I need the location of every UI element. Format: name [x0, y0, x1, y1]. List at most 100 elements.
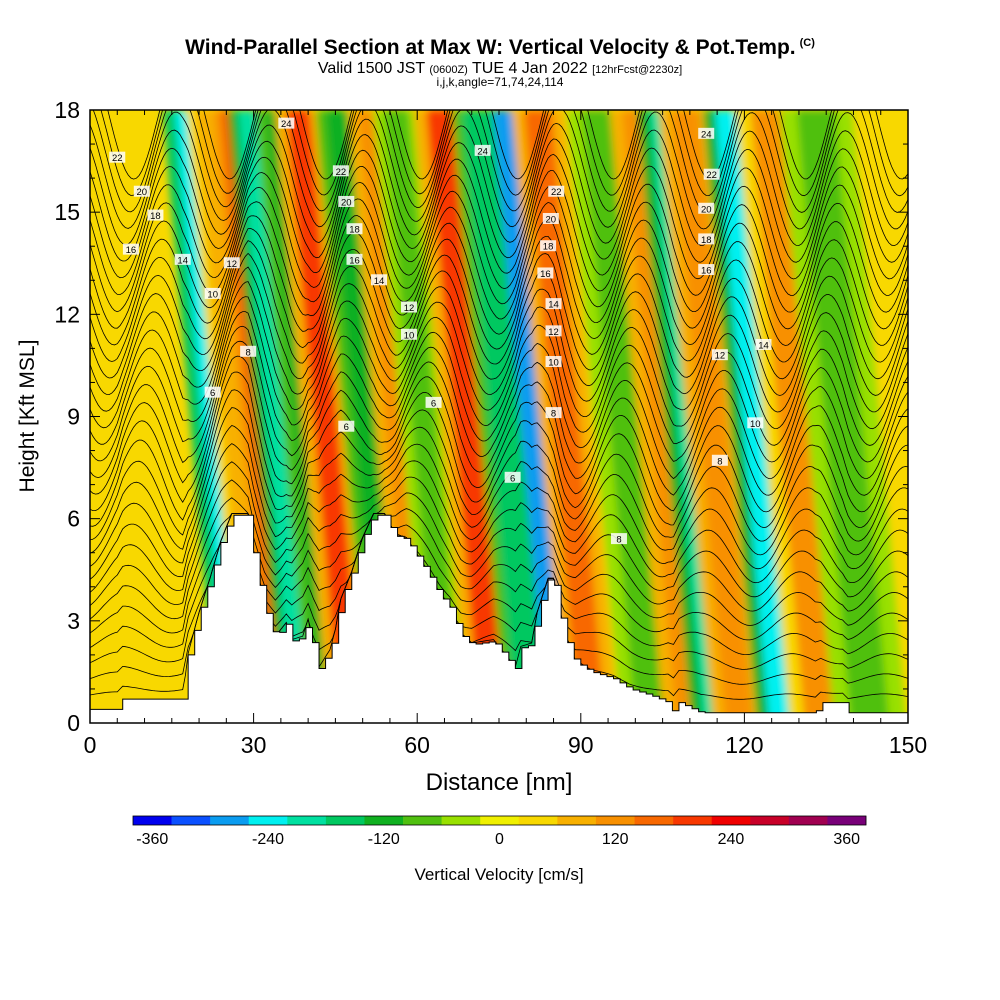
svg-text:16: 16: [126, 245, 137, 256]
valid-time-line: Valid 1500 JST (0600Z) TUE 4 Jan 2022 [1…: [0, 60, 1000, 78]
isentrope-line: [90, 266, 908, 413]
isentrope-line: [90, 252, 908, 396]
isentrope-label: 14: [174, 253, 191, 266]
svg-text:6: 6: [431, 398, 436, 409]
isentrope-label: 16: [346, 253, 363, 266]
velocity-band-core: [796, 110, 889, 723]
svg-text:22: 22: [551, 187, 562, 198]
x-tick-label: 30: [241, 732, 267, 758]
isentrope-line: [90, 443, 908, 584]
svg-text:18: 18: [543, 242, 554, 253]
svg-text:6: 6: [210, 388, 215, 399]
isentrope-label: 20: [133, 185, 150, 198]
vertical-velocity-bands: [162, 110, 907, 723]
colorbar-swatch: [171, 816, 211, 825]
valid-utc: (0600Z): [429, 64, 468, 76]
isentrope-label: 10: [204, 287, 221, 300]
colorbar-swatch: [673, 816, 712, 825]
velocity-band-core: [671, 110, 753, 723]
isentrope-label: 10: [747, 417, 764, 430]
y-tick-label: 18: [54, 97, 80, 123]
isentrope-label: 6: [504, 471, 521, 484]
svg-text:20: 20: [546, 214, 557, 225]
colorbar-swatch: [788, 816, 828, 825]
isentrope-label: 14: [371, 274, 388, 287]
svg-text:14: 14: [374, 276, 385, 287]
y-tick-label: 0: [67, 710, 80, 736]
isentrope-line: [90, 296, 908, 446]
isentrope-line: [92, 110, 908, 213]
colorbar-swatch: [827, 816, 867, 825]
isentrope-line: [90, 340, 908, 496]
colorbar-swatch: [210, 816, 250, 825]
isentrope-line: [90, 497, 908, 626]
colorbar-swatch: [287, 816, 327, 825]
y-tick-label: 15: [54, 199, 80, 225]
x-tick-label: 0: [84, 732, 97, 758]
isentrope-line: [90, 149, 908, 280]
isentrope-line: [90, 134, 908, 263]
colorbar-swatch: [248, 816, 288, 825]
isentrope-label: 8: [711, 454, 728, 467]
isentrope-label: 18: [540, 240, 557, 253]
y-tick-label: 3: [67, 608, 80, 634]
svg-text:8: 8: [717, 456, 722, 467]
x-axis-label: Distance [nm]: [426, 769, 573, 796]
colorbar-tick-label: 240: [718, 831, 745, 848]
isentrope-label: 6: [425, 396, 442, 409]
isentrope-label: 8: [240, 345, 257, 358]
isentrope-label: 12: [711, 349, 728, 362]
chart-title: Wind-Parallel Section at Max W: Vertical…: [0, 36, 1000, 60]
isentrope-line: [90, 325, 908, 480]
svg-text:22: 22: [336, 167, 347, 178]
isentrope-label: 6: [338, 420, 355, 433]
isentrope-label: 22: [109, 151, 126, 164]
colorbar-tick-label: 120: [602, 831, 629, 848]
y-tick-label: 6: [67, 506, 80, 532]
isentrope-line: [90, 281, 908, 430]
isentrope-label: 10: [401, 328, 418, 341]
velocity-band-core: [493, 110, 571, 723]
svg-text:12: 12: [226, 259, 237, 270]
isentrope-line: [90, 198, 908, 330]
isentrope-label: 12: [223, 257, 240, 270]
isentrope-label: 20: [542, 212, 559, 225]
isentrope-label: 18: [147, 209, 164, 222]
svg-text:8: 8: [616, 535, 621, 546]
svg-text:12: 12: [715, 351, 726, 362]
grid-info: i,j,k,angle=71,74,24,114: [436, 75, 564, 89]
isentrope-line: [90, 461, 908, 598]
isentrope-label: 18: [346, 223, 363, 236]
colorbar-swatch: [634, 816, 674, 825]
x-tick-label: 60: [404, 732, 430, 758]
isentrope-label: 24: [278, 117, 295, 130]
velocity-band-core: [750, 110, 838, 723]
colorbar-tick-label: 360: [833, 831, 860, 848]
colorbar: -360 -240 -120 0 120 240 360: [132, 815, 867, 848]
colorbar-tick-label: -360: [136, 831, 168, 848]
colorbar-swatch: [133, 816, 172, 825]
svg-text:10: 10: [404, 330, 415, 341]
isentrope-label: 10: [545, 356, 562, 369]
isentrope-line: [90, 118, 908, 247]
isentrope-label: 16: [537, 267, 554, 280]
velocity-band-core: [524, 110, 606, 723]
velocity-band-core: [425, 110, 508, 723]
colorbar-swatch: [557, 816, 597, 825]
x-tick-label: 150: [889, 732, 927, 758]
colorbar-swatch: [750, 816, 790, 825]
svg-text:20: 20: [341, 197, 352, 208]
copyright-mark: (C): [799, 37, 815, 49]
velocity-band-core: [461, 110, 538, 723]
isentrope-label: 22: [332, 165, 349, 178]
isentrope-label: 24: [698, 127, 715, 140]
isentrope-line: [107, 110, 908, 180]
svg-text:18: 18: [701, 235, 712, 246]
isentrope-line: [90, 479, 908, 612]
isentrope-line: [90, 513, 908, 641]
colorbar-swatch: [480, 816, 520, 825]
isentrope-line: [90, 311, 908, 463]
x-tick-label: 120: [725, 732, 763, 758]
colorbar-swatch: [364, 816, 404, 825]
